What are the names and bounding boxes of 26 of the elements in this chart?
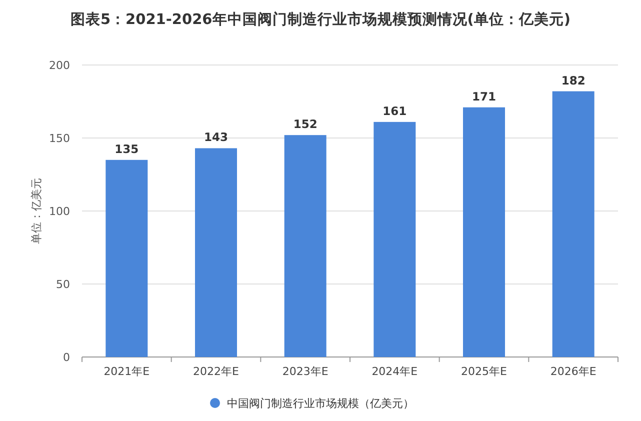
y-tick-label: 0 — [63, 351, 70, 364]
y-axis-title: 单位：亿美元 — [30, 178, 43, 244]
bar — [552, 91, 594, 357]
y-tick-label: 100 — [49, 205, 70, 218]
data-label: 171 — [472, 89, 496, 104]
data-label: 135 — [114, 142, 139, 156]
x-tick-label: 2025年E — [461, 365, 508, 378]
bar — [106, 160, 148, 357]
bar — [195, 148, 237, 357]
bar — [284, 135, 326, 357]
data-label: 143 — [204, 130, 228, 144]
y-tick-label: 200 — [49, 59, 70, 72]
data-label: 161 — [382, 104, 407, 118]
legend-label: 中国阀门制造行业市场规模（亿美元） — [227, 397, 414, 410]
x-tick-label: 2023年E — [282, 365, 328, 378]
x-tick-label: 2021年E — [104, 365, 150, 378]
data-label: 152 — [293, 117, 318, 132]
bar — [463, 107, 505, 357]
data-label: 182 — [561, 73, 586, 88]
x-tick-label: 2024年E — [372, 365, 418, 378]
x-tick-label: 2022年E — [193, 365, 240, 378]
x-tick-label: 2026年E — [550, 365, 596, 378]
y-tick-label: 50 — [56, 278, 70, 291]
chart-title: 图表5：2021-2026年中国阀门制造行业市场规模预测情况(单位：亿美元) — [70, 10, 571, 28]
bar — [374, 122, 416, 357]
y-tick-label: 150 — [49, 132, 70, 145]
